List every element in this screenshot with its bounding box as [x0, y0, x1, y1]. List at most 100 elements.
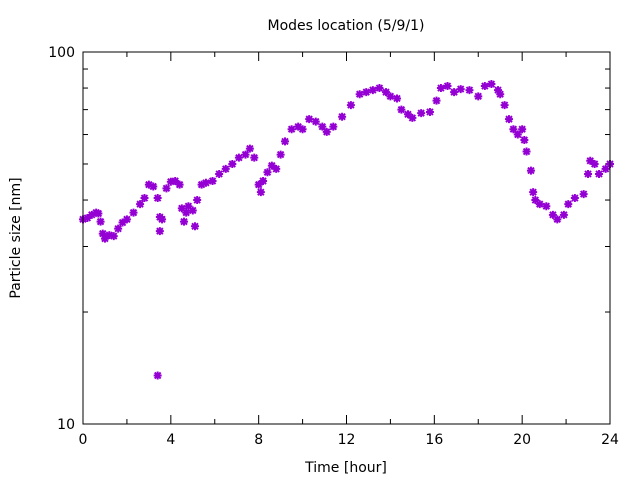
data-point: [494, 86, 503, 95]
data-point: [590, 159, 599, 168]
data-point: [114, 224, 123, 233]
data-point: [267, 161, 276, 170]
data-point: [436, 84, 445, 93]
data-point: [294, 122, 303, 131]
data-point: [425, 107, 434, 116]
data-point: [250, 153, 259, 162]
data-point: [522, 147, 531, 156]
data-point: [221, 164, 230, 173]
data-point: [234, 153, 243, 162]
x-axis-label: Time [hour]: [304, 460, 387, 476]
data-point: [487, 80, 496, 89]
data-point: [393, 94, 402, 103]
data-point: [504, 115, 513, 124]
y-axis-label: Particle size [nm]: [8, 177, 24, 298]
data-point: [281, 137, 290, 146]
data-point: [256, 188, 265, 197]
y-tick-label: 10: [57, 417, 75, 433]
chart-title: Modes location (5/9/1): [268, 18, 425, 34]
data-point: [287, 125, 296, 134]
data-point: [215, 169, 224, 178]
data-point: [83, 213, 92, 222]
data-point: [245, 144, 254, 153]
data-point: [228, 159, 237, 168]
data-point: [403, 110, 412, 119]
data-point: [298, 125, 307, 134]
data-point: [520, 136, 529, 145]
data-point: [94, 209, 103, 218]
data-point: [548, 210, 557, 219]
data-point: [182, 208, 191, 217]
y-tick-label: 100: [48, 45, 75, 61]
data-point: [129, 208, 138, 217]
data-point: [526, 166, 535, 175]
data-point: [136, 200, 145, 209]
data-point: [450, 88, 459, 97]
data-point: [338, 112, 347, 121]
data-point: [584, 169, 593, 178]
data-point: [162, 184, 171, 193]
data-point: [276, 150, 285, 159]
plot-frame: [82, 51, 611, 425]
data-point: [305, 115, 314, 124]
data-point: [601, 164, 610, 173]
axes: 0 4 8 12 16 20 24 10 100: [48, 45, 619, 448]
data-point: [456, 85, 465, 94]
x-tick-label: 0: [79, 432, 88, 448]
data-point: [180, 217, 189, 226]
data-point: [118, 218, 127, 227]
data-point: [208, 177, 217, 186]
data-point: [322, 127, 331, 136]
data-point: [272, 164, 281, 173]
data-point: [259, 177, 268, 186]
data-point: [158, 215, 167, 224]
data-point: [564, 200, 573, 209]
data-point: [531, 196, 540, 205]
data-point: [311, 117, 320, 126]
data-point: [201, 178, 210, 187]
data-points: [79, 80, 614, 380]
data-point: [171, 177, 180, 186]
data-point: [474, 92, 483, 101]
data-point: [368, 86, 377, 95]
data-point: [513, 130, 522, 139]
data-point: [362, 88, 371, 97]
data-point: [586, 156, 595, 165]
data-point: [87, 210, 96, 219]
data-point: [465, 86, 474, 95]
data-point: [149, 182, 158, 191]
data-point: [155, 227, 164, 236]
data-point: [595, 169, 604, 178]
x-tick-label: 20: [513, 432, 531, 448]
data-point: [529, 188, 538, 197]
data-point: [263, 168, 272, 177]
data-point: [535, 200, 544, 209]
data-point: [254, 180, 263, 189]
data-point: [417, 109, 426, 118]
data-point: [542, 202, 551, 211]
data-point: [98, 229, 107, 238]
data-point: [197, 180, 206, 189]
data-point: [166, 177, 175, 186]
data-point: [443, 82, 452, 91]
data-point: [408, 113, 417, 122]
data-point: [500, 101, 509, 110]
data-point: [355, 90, 364, 99]
data-point: [518, 125, 527, 134]
data-point: [193, 196, 202, 205]
data-point: [579, 190, 588, 199]
data-point: [397, 105, 406, 114]
x-tick-label: 4: [166, 432, 175, 448]
x-tick-label: 8: [254, 432, 263, 448]
x-tick-label: 12: [338, 432, 356, 448]
data-point: [175, 180, 184, 189]
data-point: [188, 206, 197, 215]
x-tick-label: 16: [425, 432, 443, 448]
data-point: [100, 234, 109, 243]
data-point: [509, 125, 518, 134]
data-point: [190, 222, 199, 231]
data-point: [480, 82, 489, 91]
data-point: [122, 215, 131, 224]
data-point: [386, 92, 395, 101]
data-point: [153, 194, 162, 203]
